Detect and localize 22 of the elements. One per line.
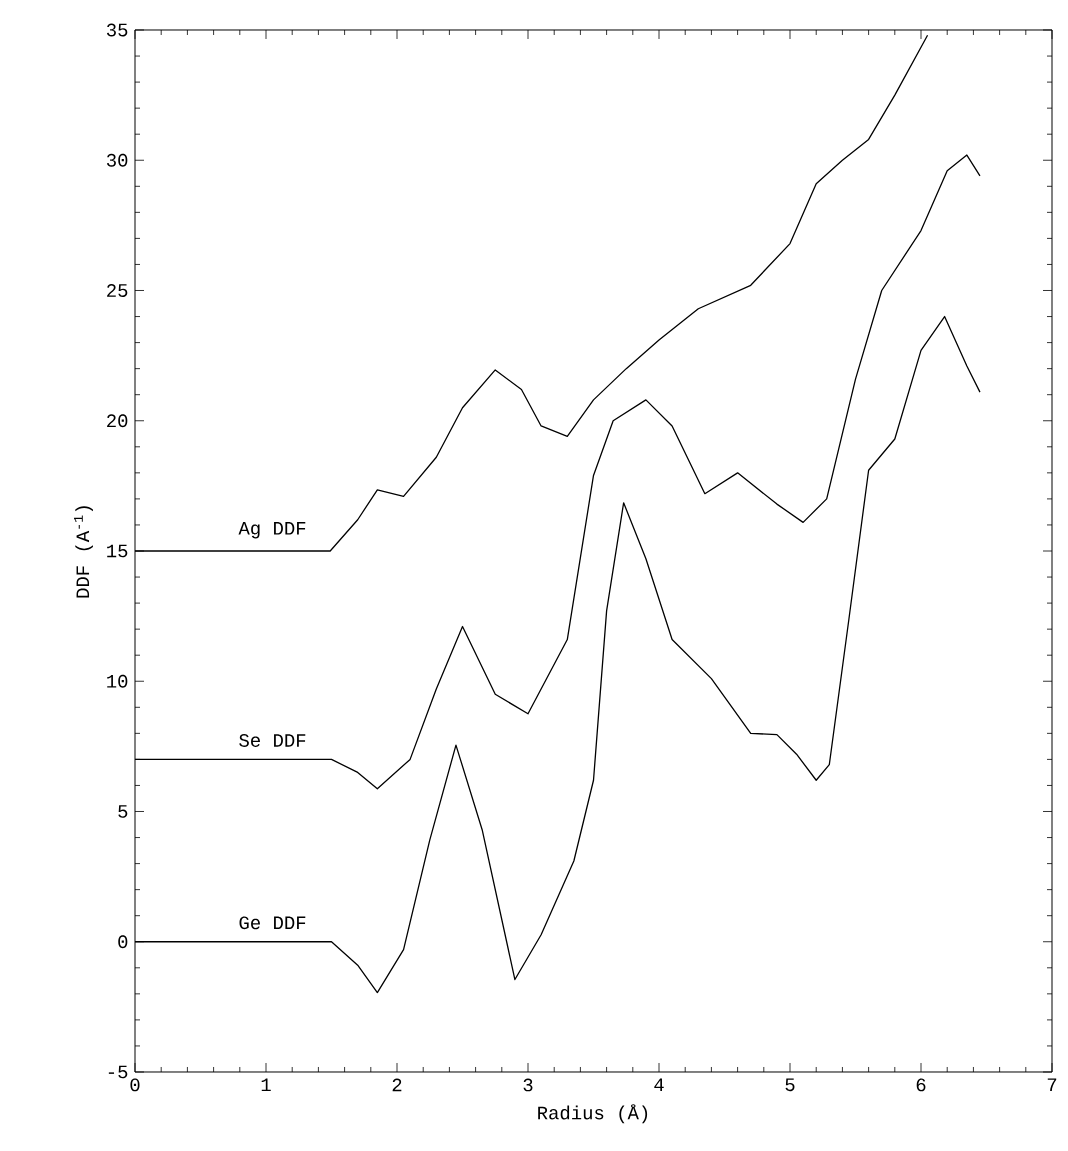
y-tick-label: 0 [118, 935, 128, 949]
y-tick-label: 30 [106, 153, 128, 167]
y-tick-label: -5 [108, 1065, 128, 1079]
series-label: Ge DDF [239, 916, 306, 930]
y-tick-label: 25 [107, 284, 128, 297]
y-tick-label: 10 [107, 674, 128, 688]
x-tick-label: 0 [130, 1078, 140, 1092]
x-tick-label: 4 [654, 1078, 664, 1091]
y-tick-label: 20 [107, 414, 128, 428]
y-tick-label: 15 [107, 544, 128, 558]
x-tick-label: 5 [785, 1078, 795, 1092]
x-axis-title: Radius (Å) [538, 1104, 648, 1124]
x-tick-label: 6 [916, 1078, 926, 1092]
y-tick-label: 35 [106, 23, 128, 37]
y-axis-title: DDF (A$^{-1}$) [74, 506, 93, 598]
x-tick-label: 2 [392, 1078, 402, 1092]
series-label: Ag DDF [238, 522, 306, 539]
x-tick-label: 1 [261, 1078, 271, 1091]
x-tick-label: 7 [1047, 1078, 1057, 1091]
x-tick-label: 3 [523, 1078, 533, 1092]
y-tick-label: 5 [118, 805, 128, 818]
series-label: Se DDF [239, 734, 306, 747]
